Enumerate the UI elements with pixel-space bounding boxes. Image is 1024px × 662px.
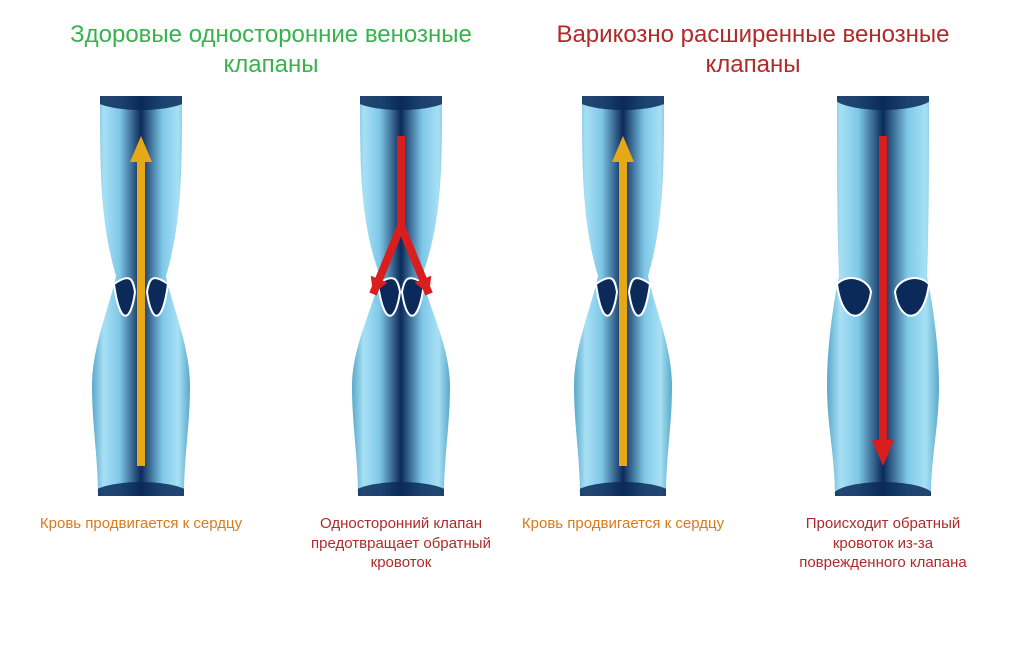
vein-healthy-up [81,96,201,496]
vein-svg [563,96,683,496]
vein-healthy-blocked-col: Односторонний клапан предотвращает обрат… [296,96,506,573]
vein-varicose-up-col: Кровь продвигается к сердцу [518,96,728,573]
caption-varicose-leak: Происходит обратный кровоток из-за повре… [778,514,988,573]
healthy-section: Здоровые односторонние венозные клапаны [30,20,512,652]
varicose-title: Варикозно расширенные венозные клапаны [512,20,994,82]
varicose-section: Варикозно расширенные венозные клапаны [512,20,994,652]
healthy-row: Кровь продвигается к сердцу [30,96,512,573]
vein-healthy-blocked [341,96,461,496]
caption-healthy-up: Кровь продвигается к сердцу [40,514,242,534]
vein-healthy-up-col: Кровь продвигается к сердцу [36,96,246,573]
vein-varicose-leak [823,96,943,496]
caption-healthy-blocked: Односторонний клапан предотвращает обрат… [296,514,506,573]
caption-varicose-up: Кровь продвигается к сердцу [522,514,724,534]
vein-svg [823,96,943,496]
vein-varicose-up [563,96,683,496]
vein-varicose-leak-col: Происходит обратный кровоток из-за повре… [778,96,988,573]
vein-svg [341,96,461,496]
diagram-root: Здоровые односторонние венозные клапаны [0,0,1024,662]
varicose-row: Кровь продвигается к сердцу [512,96,994,573]
healthy-title: Здоровые односторонние венозные клапаны [30,20,512,82]
vein-svg [81,96,201,496]
